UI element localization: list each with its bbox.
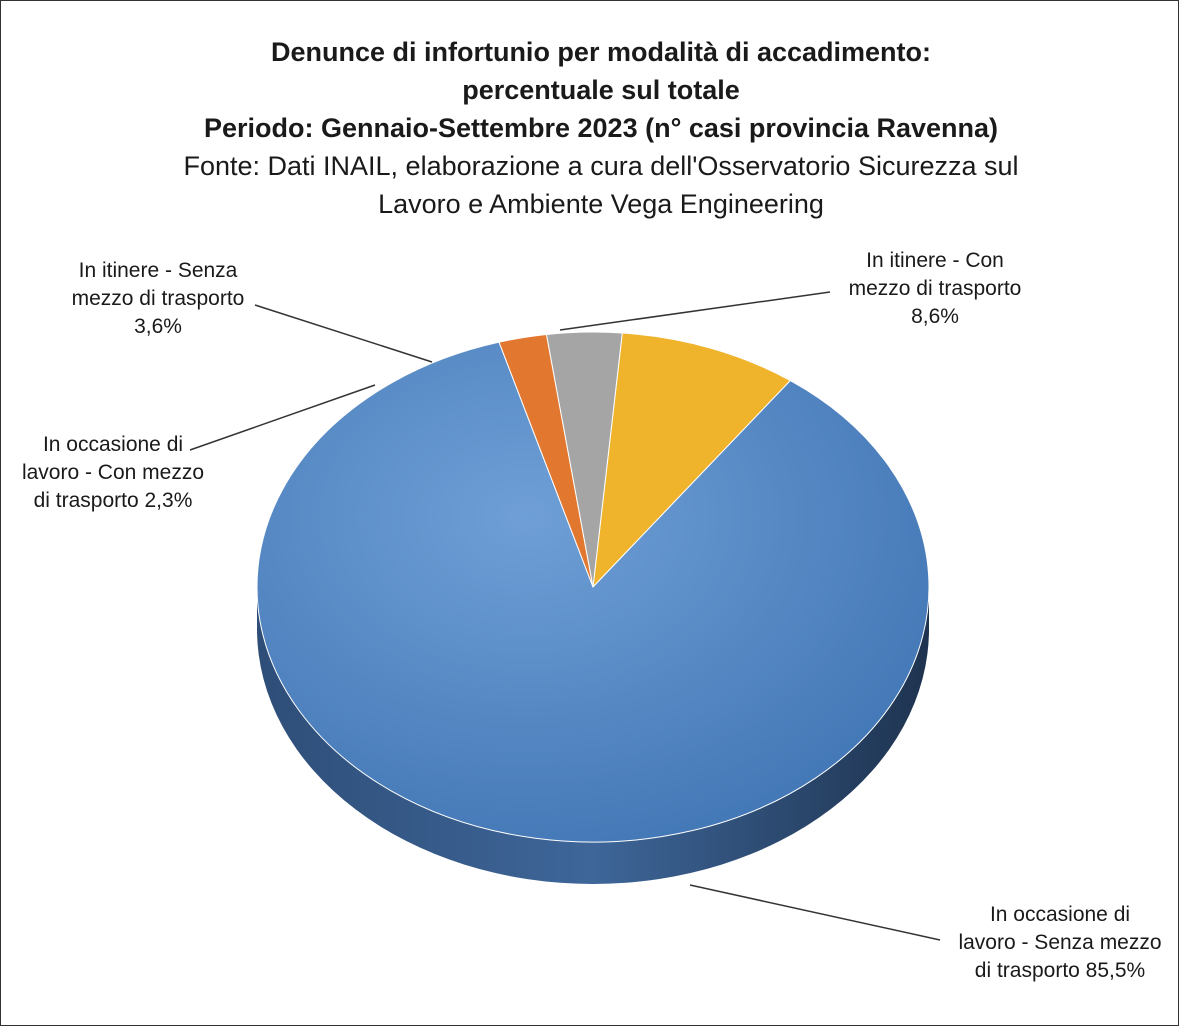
pie-slice-0: [592, 332, 792, 589]
chart-subtitle-line-2: Lavoro e Ambiente Vega Engineering: [378, 189, 824, 219]
slice-label-line: 8,6%: [911, 305, 959, 328]
slice-label-line: di trasporto 85,5%: [975, 959, 1145, 982]
pie-slice-3: [545, 331, 623, 588]
slice-label-2: In occasione di lavoro - Con mezzo di tras…: [22, 433, 204, 512]
slice-label-line: lavoro - Con mezzo: [22, 461, 204, 484]
chart-title-line-2: percentuale sul totale: [462, 75, 740, 105]
pie-slices: [256, 331, 930, 843]
slice-label-line: In occasione di: [990, 903, 1130, 926]
chart-title-line-1: Denunce di infortunio per modalità di ac…: [270, 37, 932, 67]
leader-line-2: [189, 384, 376, 451]
slice-label-line: 3,6%: [134, 315, 182, 338]
slice-label-3: In itinere - Senza mezzo di trasporto 3,6%: [72, 259, 245, 338]
pie-slice-1: [256, 341, 930, 843]
pie-leader-lines: [189, 291, 941, 941]
chart-title-line-3: Periodo: Gennaio-Settembre 2023 (n° casi…: [203, 113, 999, 143]
leader-line-0: [559, 291, 831, 331]
pie-labels: In itinere - Con mezzo di trasporto 8,6%In…: [22, 249, 1162, 982]
leader-line-1: [689, 884, 941, 941]
slice-label-1: In occasione di lavoro - Senza mezzo di tr…: [958, 903, 1161, 982]
slice-label-line: In occasione di: [43, 433, 183, 456]
pie-3d-side: [257, 587, 929, 884]
chart-subtitle-line-1: Fonte: Dati INAIL, elaborazione a cura d…: [183, 151, 1019, 181]
slice-label-0: In itinere - Con mezzo di trasporto 8,6%: [849, 249, 1022, 328]
slice-label-line: mezzo di trasporto: [72, 287, 245, 310]
slice-label-line: lavoro - Senza mezzo: [958, 931, 1161, 954]
slice-label-line: di trasporto 2,3%: [34, 489, 193, 512]
leader-line-3: [254, 304, 433, 363]
slice-label-line: mezzo di trasporto: [849, 277, 1022, 300]
slice-label-line: In itinere - Con: [866, 249, 1004, 272]
slice-label-line: In itinere - Senza: [79, 259, 238, 282]
pie-side-band: [257, 587, 929, 884]
